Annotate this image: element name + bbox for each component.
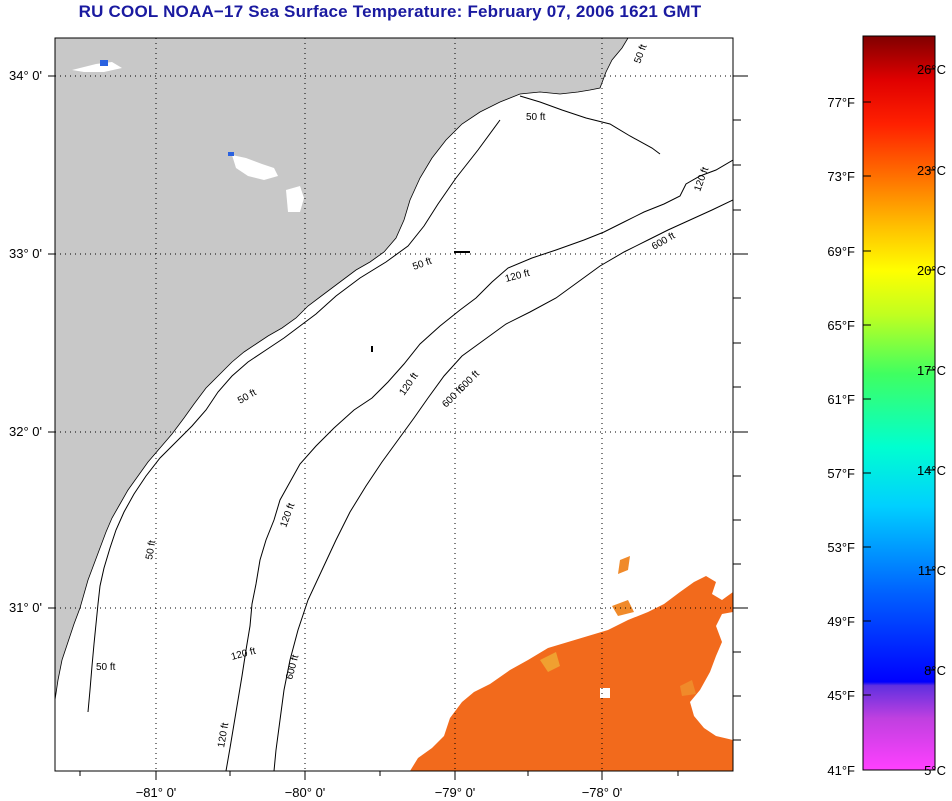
colorbar-label-f: 65°F bbox=[827, 318, 855, 333]
lat-label: 33° 0' bbox=[9, 246, 42, 261]
colorbar-label-f: 53°F bbox=[827, 540, 855, 555]
contour-50ft bbox=[87, 95, 661, 713]
colorbar-label-c: 14°C bbox=[917, 463, 946, 478]
lon-label: −80° 0' bbox=[285, 785, 326, 800]
sst-lake-pixel bbox=[228, 152, 234, 156]
graticule bbox=[55, 38, 733, 771]
inland-lake bbox=[232, 155, 278, 180]
colorbar-label-c: 5°C bbox=[924, 763, 946, 778]
sst-warm-patch bbox=[410, 576, 733, 771]
inland-lake bbox=[286, 186, 304, 212]
sst-lake-pixel bbox=[100, 60, 108, 66]
color-bar bbox=[862, 35, 936, 771]
colorbar-label-f: 45°F bbox=[827, 688, 855, 703]
land-area bbox=[55, 38, 629, 701]
map-title: RU COOL NOAA−17 Sea Surface Temperature:… bbox=[78, 2, 702, 21]
sst-warm-spot bbox=[612, 600, 634, 616]
colorbar-label-c: 20°C bbox=[917, 263, 946, 278]
colorbar-label-f: 69°F bbox=[827, 244, 855, 259]
colorbar-label-f: 49°F bbox=[827, 614, 855, 629]
colorbar-label-c: 11°C bbox=[918, 563, 946, 578]
sst-warm-spot bbox=[680, 680, 696, 696]
sst-warm-spot bbox=[540, 652, 560, 672]
lat-label: 31° 0' bbox=[9, 600, 42, 615]
axis-ticks bbox=[48, 75, 748, 780]
contour-120ft bbox=[225, 159, 733, 771]
colorbar-label-f: 77°F bbox=[827, 95, 855, 110]
lon-label: −79° 0' bbox=[435, 785, 476, 800]
contour-600ft bbox=[273, 199, 733, 771]
cloud-gap bbox=[600, 688, 610, 698]
colorbar-ticks bbox=[863, 68, 935, 696]
contour-label: 50 ft bbox=[144, 539, 158, 560]
colorbar-label-f: 57°F bbox=[827, 466, 855, 481]
lat-label: 34° 0' bbox=[9, 68, 42, 83]
contour-label: 120 ft bbox=[216, 722, 231, 749]
colorbar-label-c: 17°C bbox=[917, 363, 946, 378]
colorbar-label-c: 26°C bbox=[917, 62, 946, 77]
sst-warm-spot bbox=[618, 556, 630, 574]
map-frame bbox=[54, 37, 734, 772]
inland-lake bbox=[72, 62, 122, 72]
colorbar-label-f: 41°F bbox=[827, 763, 855, 778]
contour-label: 50 ft bbox=[96, 662, 116, 673]
contour-dashes bbox=[371, 251, 470, 352]
contour-label: 50 ft bbox=[526, 112, 546, 123]
lon-label: −81° 0' bbox=[136, 785, 177, 800]
colorbar-label-c: 23°C bbox=[917, 163, 946, 178]
colorbar-label-f: 73°F bbox=[827, 169, 855, 184]
lon-label: −78° 0' bbox=[582, 785, 623, 800]
colorbar-label-c: 8°C bbox=[924, 663, 946, 678]
colorbar-label-f: 61°F bbox=[827, 392, 855, 407]
lat-label: 32° 0' bbox=[9, 424, 42, 439]
